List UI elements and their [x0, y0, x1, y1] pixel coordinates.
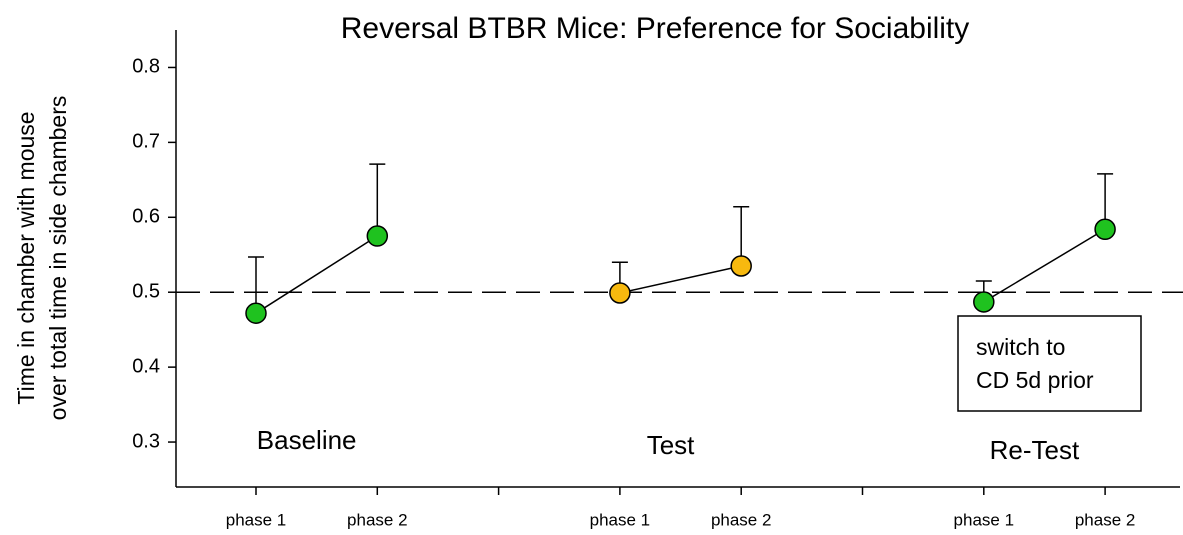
x-tick-label: phase 1 [226, 510, 287, 529]
data-point [245, 302, 267, 324]
y-tick-label: 0.8 [132, 56, 160, 78]
x-tick-label: phase 1 [954, 510, 1015, 529]
x-tick-label: phase 1 [590, 510, 651, 529]
y-tick-label: 0.5 [132, 280, 160, 302]
y-axis-label: over total time in side chambers [45, 96, 71, 421]
series-line [619, 265, 742, 294]
data-point [973, 291, 995, 313]
data-point [730, 255, 752, 277]
y-tick-label: 0.3 [132, 430, 160, 452]
data-point [1094, 218, 1116, 241]
annotation-text: switch to [976, 334, 1065, 360]
x-tick-label: phase 2 [1075, 510, 1136, 529]
data-point [366, 225, 389, 247]
data-point [609, 282, 631, 304]
series-line [255, 235, 378, 314]
chart-title: Reversal BTBR Mice: Preference for Socia… [341, 12, 970, 45]
y-tick-label: 0.4 [132, 355, 160, 377]
annotation-box [957, 315, 1142, 412]
series-line [983, 228, 1106, 303]
group-label: Re-Test [990, 435, 1080, 465]
y-tick-label: 0.6 [132, 206, 160, 228]
group-label: Baseline [257, 425, 357, 455]
y-tick-label: 0.7 [132, 131, 160, 153]
annotation-text: CD 5d prior [976, 367, 1094, 393]
group-label: Test [647, 430, 695, 460]
y-axis-label: Time in chamber with mouse [13, 111, 39, 404]
x-tick-label: phase 2 [347, 510, 408, 529]
x-tick-label: phase 2 [711, 510, 772, 529]
